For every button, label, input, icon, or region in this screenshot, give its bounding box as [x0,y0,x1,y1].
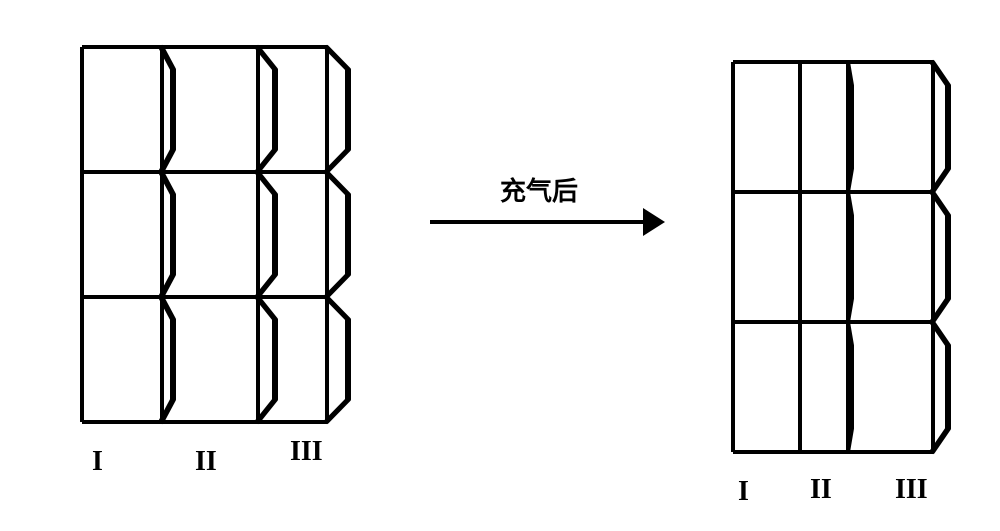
diagram-svg: IIIIIIIIIIII充气后 [0,0,1000,531]
right-label-1: II [810,474,832,505]
left-label-2: III [290,436,323,467]
left-label-1: II [195,446,217,477]
right-label-2: III [895,474,928,505]
arrow-head [643,208,665,236]
arrow-label: 充气后 [500,176,578,206]
left-label-0: I [92,446,103,477]
right-label-0: I [738,476,749,507]
figure-root: IIIIIIIIIIII充气后 [0,0,1000,531]
